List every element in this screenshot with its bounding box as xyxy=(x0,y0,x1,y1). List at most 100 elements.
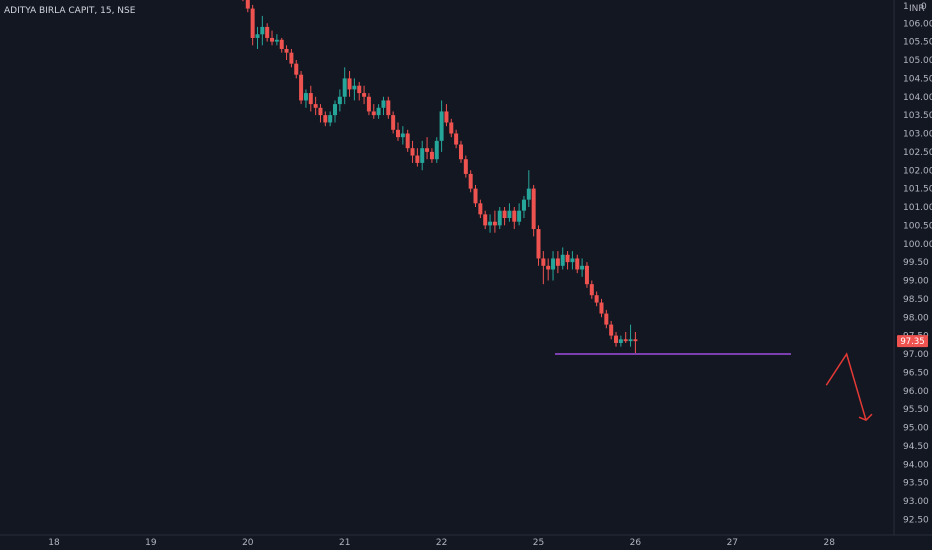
candle[interactable] xyxy=(604,309,609,329)
candle[interactable] xyxy=(425,137,430,160)
candle[interactable] xyxy=(618,335,623,347)
candle[interactable] xyxy=(536,225,541,266)
price-axis[interactable]: 1 INR 0 106.00 105.50 105.00 104.50 104.00 10… xyxy=(893,0,932,535)
candle[interactable] xyxy=(274,34,279,46)
candle[interactable] xyxy=(357,82,362,101)
time-tick-label: 18 xyxy=(48,538,60,548)
candle[interactable] xyxy=(580,258,585,277)
candle[interactable] xyxy=(352,78,357,101)
candle[interactable] xyxy=(415,148,420,167)
candle[interactable] xyxy=(429,148,434,163)
candle[interactable] xyxy=(594,291,599,307)
candle[interactable] xyxy=(410,140,415,163)
candle[interactable] xyxy=(555,251,560,274)
candle[interactable] xyxy=(560,247,565,270)
candle[interactable] xyxy=(492,210,497,233)
candle[interactable] xyxy=(488,214,493,233)
candle-body xyxy=(245,0,250,9)
candle[interactable] xyxy=(255,26,260,49)
candle[interactable] xyxy=(313,96,318,116)
candle[interactable] xyxy=(526,170,531,207)
candle-body xyxy=(250,8,255,38)
candle[interactable] xyxy=(366,93,371,116)
candle[interactable] xyxy=(420,140,425,171)
candle[interactable] xyxy=(449,118,454,138)
candle[interactable] xyxy=(623,331,628,343)
candle[interactable] xyxy=(308,85,313,112)
candle[interactable] xyxy=(546,258,551,281)
candle[interactable] xyxy=(628,324,633,347)
candle[interactable] xyxy=(502,207,507,226)
price-tick-label: 99.50 xyxy=(903,258,929,268)
candle[interactable] xyxy=(599,298,604,318)
candle[interactable] xyxy=(265,23,270,42)
candle[interactable] xyxy=(342,67,347,105)
candle-body xyxy=(434,140,439,160)
candle[interactable] xyxy=(318,104,323,123)
settings-glyph[interactable]: 0 xyxy=(921,2,927,12)
candle[interactable] xyxy=(270,30,275,46)
candle[interactable] xyxy=(391,111,396,134)
candle[interactable] xyxy=(570,251,575,270)
candle[interactable] xyxy=(633,331,638,354)
candle[interactable] xyxy=(299,71,304,105)
candle[interactable] xyxy=(444,104,449,127)
candle[interactable] xyxy=(434,137,439,163)
candle[interactable] xyxy=(386,96,391,119)
candle[interactable] xyxy=(333,100,338,123)
candle[interactable] xyxy=(565,251,570,270)
candle[interactable] xyxy=(371,104,376,119)
candle-body xyxy=(400,133,405,138)
candle[interactable] xyxy=(454,129,459,149)
candle[interactable] xyxy=(323,111,328,127)
candle[interactable] xyxy=(541,251,546,285)
candle[interactable] xyxy=(589,280,594,299)
candle[interactable] xyxy=(405,129,410,152)
projection-arrow[interactable] xyxy=(825,352,867,421)
candle[interactable] xyxy=(584,262,589,288)
candle[interactable] xyxy=(614,331,619,347)
candle-body xyxy=(274,39,279,42)
candle[interactable] xyxy=(551,251,556,281)
candle-body xyxy=(342,78,347,97)
candle[interactable] xyxy=(400,126,405,145)
candle[interactable] xyxy=(250,4,255,46)
candle[interactable] xyxy=(395,122,400,141)
symbol-title[interactable]: ADITYA BIRLA CAPIT, 15, NSE xyxy=(4,6,136,16)
candle[interactable] xyxy=(245,0,250,13)
candle[interactable] xyxy=(303,89,308,108)
price-tick-label: 93.00 xyxy=(903,497,929,507)
candle[interactable] xyxy=(376,104,381,119)
candle[interactable] xyxy=(279,37,284,53)
candle[interactable] xyxy=(609,320,614,340)
candle[interactable] xyxy=(575,254,580,274)
candle[interactable] xyxy=(531,184,536,237)
candle[interactable] xyxy=(381,96,386,116)
candle[interactable] xyxy=(458,140,463,163)
candle-body xyxy=(468,173,473,189)
candle[interactable] xyxy=(473,184,478,207)
candle[interactable] xyxy=(260,15,265,46)
candle[interactable] xyxy=(483,210,488,230)
candle[interactable] xyxy=(337,89,342,112)
candle[interactable] xyxy=(507,203,512,222)
candle[interactable] xyxy=(284,45,289,60)
candle[interactable] xyxy=(512,207,517,230)
candle[interactable] xyxy=(521,195,526,219)
candle[interactable] xyxy=(517,203,522,226)
candle[interactable] xyxy=(294,60,299,79)
candle[interactable] xyxy=(328,111,333,127)
candle[interactable] xyxy=(347,71,352,97)
candle[interactable] xyxy=(289,48,294,68)
candle-body xyxy=(386,100,391,116)
candle[interactable] xyxy=(362,85,367,105)
candle-body xyxy=(289,52,294,64)
time-axis[interactable]: 18 19 20 21 22 25 26 27 28 xyxy=(0,534,932,550)
candle[interactable] xyxy=(478,199,483,219)
candle[interactable] xyxy=(463,155,468,178)
candle[interactable] xyxy=(468,170,473,193)
candle[interactable] xyxy=(497,207,502,230)
candle[interactable] xyxy=(439,100,444,152)
